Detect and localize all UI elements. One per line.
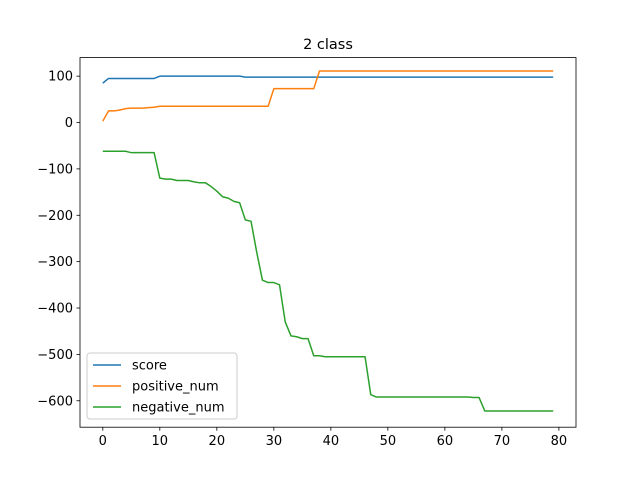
series-line-score bbox=[102, 75, 554, 84]
y-tick-label: 100 bbox=[48, 70, 73, 85]
legend: score positive_num negative_num bbox=[86, 352, 238, 420]
y-tick-label: 0 bbox=[65, 116, 73, 131]
chart-title: 2 class bbox=[303, 37, 353, 53]
x-tick-label: 80 bbox=[551, 434, 568, 449]
x-tick-label: 70 bbox=[494, 434, 511, 449]
y-tick-label: −400 bbox=[37, 302, 73, 317]
x-tick-label: 30 bbox=[266, 434, 283, 449]
x-axis: 0 10 20 30 40 50 60 70 80 bbox=[99, 427, 568, 449]
y-tick-label: −500 bbox=[37, 348, 73, 363]
y-tick-label: −600 bbox=[37, 394, 73, 409]
series-layer bbox=[102, 70, 554, 412]
plot-frame bbox=[79, 57, 577, 428]
series-line-negative-num bbox=[102, 150, 554, 412]
y-tick-label: −300 bbox=[37, 255, 73, 270]
legend-label-score: score bbox=[132, 359, 167, 374]
series-line-positive-num bbox=[102, 70, 554, 122]
x-tick-label: 40 bbox=[323, 434, 340, 449]
legend-label-negative-num: negative_num bbox=[132, 401, 225, 416]
x-tick-label: 50 bbox=[380, 434, 397, 449]
y-tick-label: −200 bbox=[37, 209, 73, 224]
y-tick-label: −100 bbox=[37, 162, 73, 177]
x-tick-label: 20 bbox=[209, 434, 226, 449]
x-tick-label: 10 bbox=[152, 434, 169, 449]
legend-label-positive-num: positive_num bbox=[132, 380, 219, 395]
legend-box bbox=[86, 352, 238, 420]
x-tick-label: 60 bbox=[437, 434, 454, 449]
y-axis: 100 0 −100 −200 −300 −400 −500 −600 bbox=[37, 70, 80, 409]
x-tick-label: 0 bbox=[99, 434, 107, 449]
